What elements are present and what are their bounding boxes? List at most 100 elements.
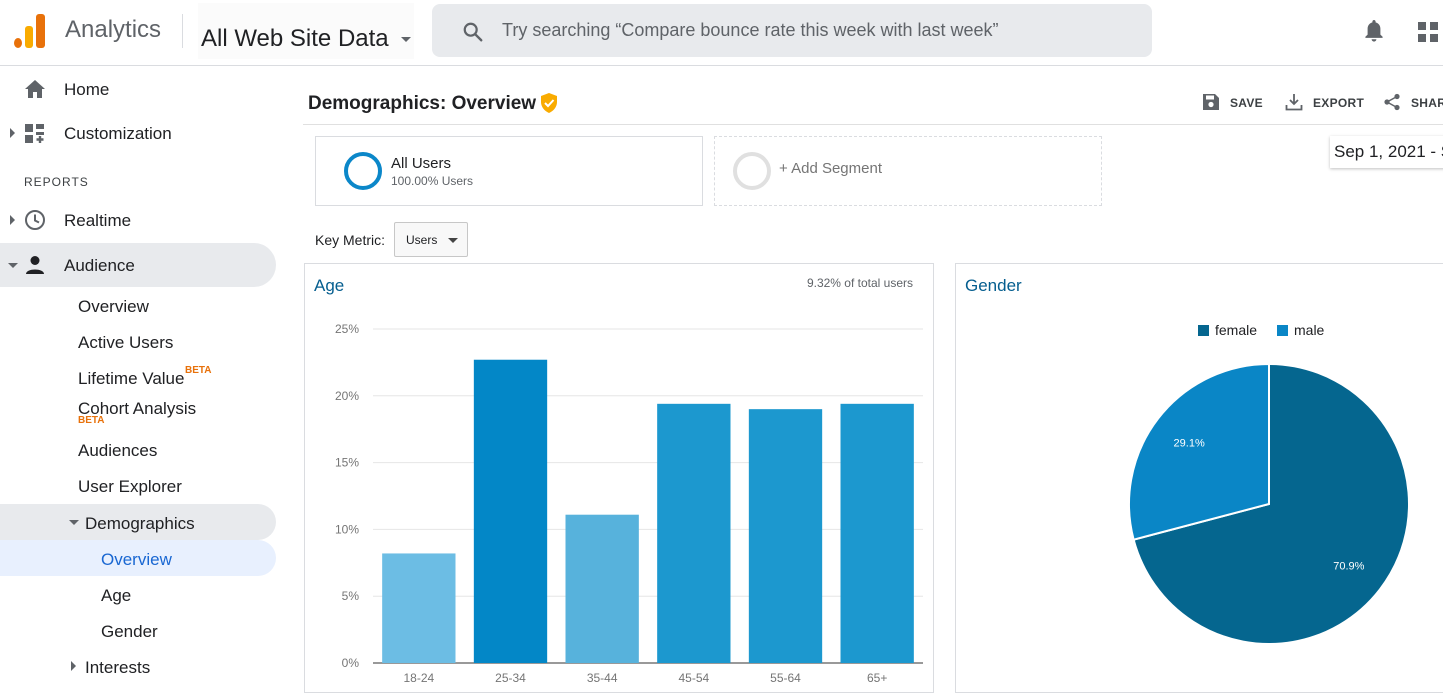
- age-bar-35-44[interactable]: [565, 514, 639, 663]
- search-bar[interactable]: [432, 4, 1152, 57]
- property-selector[interactable]: All Web Site Data: [198, 3, 414, 59]
- home-icon: [25, 80, 45, 98]
- save-icon: [1203, 94, 1219, 110]
- sidebar-item-label: Age: [101, 586, 132, 605]
- age-bar-chart: 0% 5% 10% 15% 20% 25% 18-24 25-34 35-44 45-54 55-6…: [335, 322, 923, 685]
- sidebar-item-demographics-overview[interactable]: Overview: [0, 540, 276, 576]
- sidebar-item-customization[interactable]: Customization: [0, 111, 276, 155]
- gender-pie-chart: 70.9% 29.1% female male: [1128, 322, 1410, 645]
- sidebar-item-cohort-analysis[interactable]: Cohort Analysis BETA: [0, 395, 276, 431]
- y-tick-label: 25%: [335, 322, 359, 336]
- sidebar-item-home[interactable]: Home: [0, 67, 276, 111]
- sidebar-item-label: Interests: [85, 658, 151, 677]
- legend-label-female[interactable]: female: [1215, 322, 1257, 338]
- top-bar: Analytics All Web Site Data: [0, 0, 1443, 66]
- search-input[interactable]: [502, 4, 1132, 57]
- pie-slice-label: 70.9%: [1333, 561, 1364, 573]
- legend-swatch: [1198, 325, 1209, 336]
- sidebar-item-active-users[interactable]: Active Users: [0, 323, 276, 359]
- sidebar-item-age[interactable]: Age: [0, 576, 276, 612]
- sidebar-item-label: Overview: [101, 550, 172, 569]
- sidebar-item-label: Active Users: [78, 333, 174, 352]
- y-tick-label: 15%: [335, 456, 359, 470]
- key-metric-select[interactable]: Users: [394, 222, 468, 257]
- sidebar: Home Customization REPORTS Realtime Audi…: [0, 67, 303, 686]
- sidebar-item-label: Realtime: [64, 211, 132, 230]
- sidebar-item-label: Audiences: [78, 441, 158, 460]
- pie-slice-label: 29.1%: [1174, 437, 1205, 449]
- page-title: Demographics: Overview: [308, 93, 537, 114]
- beta-badge: BETA: [78, 415, 105, 426]
- add-segment-label: + Add Segment: [779, 160, 882, 177]
- sidebar-item-realtime[interactable]: Realtime: [0, 198, 276, 242]
- chevron-down-icon: [448, 238, 458, 243]
- share-icon: [1384, 93, 1400, 111]
- dashboard-icon: [25, 124, 44, 143]
- segment-ring-icon: [733, 152, 771, 190]
- chevron-down-icon: [69, 520, 79, 525]
- age-chart-title[interactable]: Age: [314, 276, 345, 295]
- y-tick-label: 5%: [342, 589, 360, 603]
- sidebar-item-user-explorer[interactable]: User Explorer: [0, 467, 276, 503]
- chevron-down-icon: [401, 37, 411, 42]
- clock-icon: [25, 210, 45, 230]
- bell-icon[interactable]: [1362, 18, 1386, 44]
- search-icon: [463, 22, 483, 42]
- page-header: Demographics: Overview SAVE EXPORT: [303, 67, 1443, 125]
- export-button[interactable]: EXPORT: [1285, 93, 1371, 113]
- save-label: SAVE: [1230, 96, 1263, 110]
- add-segment-button[interactable]: + Add Segment: [714, 136, 1102, 206]
- header-divider: [182, 14, 183, 48]
- y-tick-label: 20%: [335, 389, 359, 403]
- y-tick-label: 10%: [335, 522, 359, 536]
- chevron-right-icon: [10, 215, 15, 225]
- age-chart-card: Age 9.32% of total users 0% 5% 10% 15% 20% 25…: [304, 263, 934, 693]
- property-label: All Web Site Data: [201, 25, 389, 52]
- apps-grid-icon[interactable]: [1416, 20, 1440, 44]
- age-bar-18-24[interactable]: [382, 553, 456, 663]
- key-metric-value: Users: [406, 233, 438, 247]
- y-tick-label: 0%: [342, 656, 360, 670]
- key-metric-label: Key Metric:: [315, 232, 386, 248]
- download-icon: [1285, 94, 1303, 111]
- pie-slice-male[interactable]: [1128, 362, 1270, 541]
- pie-slice-female[interactable]: [1132, 362, 1410, 645]
- age-bar-65+[interactable]: [840, 403, 914, 663]
- x-tick-label: 65+: [867, 671, 887, 685]
- x-tick-label: 55-64: [770, 671, 801, 685]
- sidebar-item-demographics[interactable]: Demographics: [0, 504, 276, 540]
- sidebar-item-lifetime-value[interactable]: Lifetime Value BETA: [0, 359, 276, 395]
- sidebar-item-label: User Explorer: [78, 477, 182, 496]
- sidebar-item-interests[interactable]: Interests: [0, 648, 276, 684]
- chevron-right-icon: [71, 661, 76, 671]
- analytics-logo[interactable]: [14, 14, 46, 48]
- legend-swatch: [1277, 325, 1288, 336]
- sidebar-item-label: Overview: [78, 297, 149, 316]
- age-bar-45-54[interactable]: [657, 403, 731, 663]
- sidebar-item-label: Lifetime Value: [78, 369, 185, 388]
- segment-all-users[interactable]: All Users 100.00% Users: [315, 136, 703, 206]
- verified-badge-icon: [541, 93, 557, 113]
- age-bar-55-64[interactable]: [748, 409, 823, 663]
- x-tick-label: 18-24: [403, 671, 434, 685]
- sidebar-item-audience[interactable]: Audience: [0, 243, 276, 287]
- share-button[interactable]: SHARE: [1383, 93, 1443, 113]
- gender-chart-title[interactable]: Gender: [965, 276, 1022, 295]
- sidebar-item-overview[interactable]: Overview: [0, 287, 276, 323]
- app-name: Analytics: [65, 16, 162, 43]
- age-bar-25-34[interactable]: [473, 359, 548, 663]
- save-button[interactable]: SAVE: [1202, 93, 1272, 113]
- beta-badge: BETA: [185, 365, 212, 376]
- x-tick-label: 25-34: [495, 671, 526, 685]
- date-range-picker[interactable]: Sep 1, 2021 - Sep 30, 2021: [1330, 136, 1443, 168]
- gender-chart-card: Gender 70.9% 29.1% female male: [955, 263, 1443, 693]
- legend-label-male[interactable]: male: [1294, 322, 1325, 338]
- sidebar-item-audiences[interactable]: Audiences: [0, 431, 276, 467]
- sidebar-item-label: Demographics: [85, 514, 195, 533]
- age-chart-note: 9.32% of total users: [806, 276, 913, 290]
- x-tick-label: 35-44: [587, 671, 618, 685]
- sidebar-item-gender[interactable]: Gender: [0, 612, 276, 648]
- chevron-down-icon: [8, 263, 18, 268]
- sidebar-item-label: Gender: [101, 622, 158, 641]
- sidebar-item-label: Home: [64, 80, 110, 99]
